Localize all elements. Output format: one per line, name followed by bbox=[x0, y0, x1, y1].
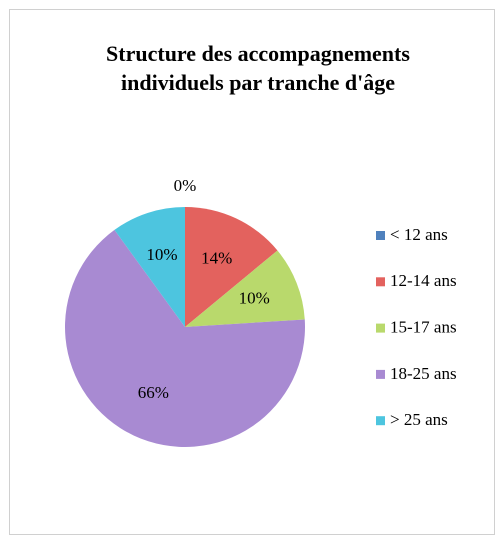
data-label: 10% bbox=[146, 245, 177, 264]
data-label: 10% bbox=[239, 289, 270, 308]
legend-label: 18-25 ans bbox=[390, 364, 457, 383]
legend-label: > 25 ans bbox=[390, 410, 448, 429]
legend-swatch bbox=[376, 323, 385, 333]
pie-slice bbox=[114, 207, 185, 327]
chart-title: Structure des accompagnements individuels… bbox=[106, 41, 410, 95]
legend-swatch bbox=[376, 416, 385, 426]
pie-slice bbox=[185, 250, 305, 327]
data-label: 14% bbox=[201, 249, 232, 268]
legend-label: 15-17 ans bbox=[390, 318, 457, 337]
legend-label: < 12 ans bbox=[390, 225, 448, 244]
data-label: 0% bbox=[174, 176, 197, 195]
legend-label: 12-14 ans bbox=[390, 271, 457, 290]
pie-slice bbox=[185, 207, 278, 327]
pie-slice bbox=[65, 229, 305, 447]
legend-swatch bbox=[376, 231, 385, 240]
data-label: 66% bbox=[138, 383, 169, 402]
legend-swatch bbox=[376, 369, 385, 379]
legend-swatch bbox=[376, 277, 385, 287]
